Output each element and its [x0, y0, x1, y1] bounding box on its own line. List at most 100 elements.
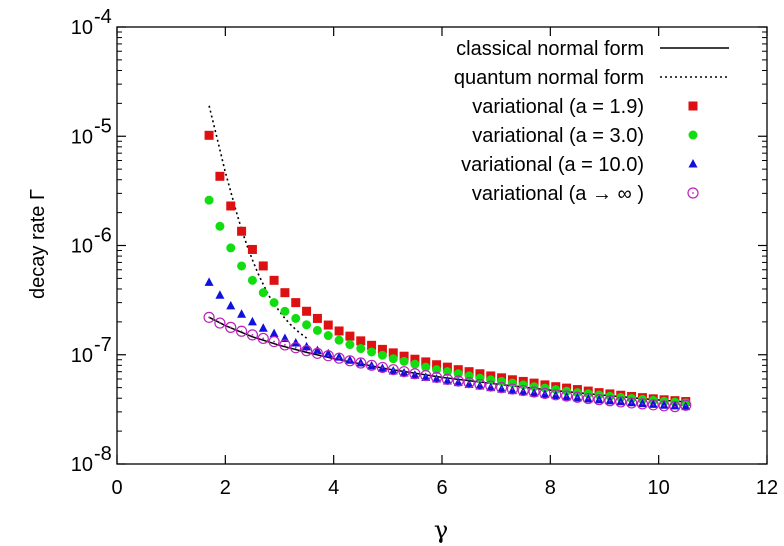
open-circle-marker [387, 364, 399, 376]
data-point [463, 377, 475, 389]
data-point [323, 331, 333, 341]
data-point [377, 344, 387, 354]
data-point [441, 373, 454, 385]
open-circle-dot [457, 380, 460, 382]
open-circle-dot [652, 403, 655, 406]
data-point [237, 309, 247, 318]
open-circle-dot [468, 381, 470, 384]
data-point [442, 367, 452, 377]
data-point [430, 371, 443, 384]
data-point [464, 379, 474, 388]
classical-line [208, 316, 686, 403]
open-circle-marker [235, 325, 248, 337]
open-circle-marker [268, 335, 280, 348]
data-point [507, 378, 517, 388]
data-point [237, 226, 247, 236]
data-point [582, 392, 594, 405]
open-circle-dot [511, 388, 514, 390]
open-circle-marker [452, 375, 464, 387]
open-circle-dot [641, 402, 644, 405]
y-tick-label: 10 [71, 17, 93, 39]
data-point [442, 362, 452, 372]
open-circle-marker [257, 332, 269, 345]
data-point [311, 347, 324, 359]
data-point [528, 386, 540, 398]
open-circle-marker [246, 329, 259, 341]
data-point [235, 325, 248, 337]
data-point [226, 300, 236, 310]
data-point [659, 400, 669, 409]
open-circle-dot [663, 404, 665, 407]
open-circle-marker [420, 369, 432, 382]
data-point [204, 195, 214, 205]
data-point [268, 335, 280, 348]
open-circle-marker [300, 345, 313, 357]
open-circle-marker [680, 399, 692, 411]
open-circle-dot [208, 316, 210, 319]
open-circle-marker [430, 371, 443, 384]
data-point [410, 359, 420, 369]
data-point [452, 375, 464, 387]
series-1 [208, 105, 308, 339]
open-circle-dot [316, 352, 319, 355]
open-circle-dot [403, 370, 405, 373]
open-circle-dot [219, 322, 221, 324]
data-point [421, 362, 431, 372]
data-point [518, 380, 528, 390]
open-circle-marker [658, 400, 670, 412]
data-point [593, 394, 605, 406]
data-point [420, 369, 432, 382]
data-point [258, 288, 268, 298]
y-tick-exponent: -8 [94, 443, 112, 465]
data-point [636, 398, 649, 410]
data-point [550, 389, 562, 401]
data-point [215, 290, 225, 299]
open-circle-dot [262, 337, 265, 340]
open-circle-marker [593, 394, 605, 406]
open-circle-marker [214, 317, 226, 329]
data-point [399, 356, 409, 366]
data-point [398, 366, 410, 378]
data-point [269, 298, 279, 308]
data-point [247, 316, 257, 326]
data-point [376, 361, 389, 374]
data-point [226, 201, 236, 211]
data-point [204, 277, 214, 286]
data-point [356, 344, 366, 354]
open-circle-dot [489, 385, 492, 387]
data-point [323, 320, 333, 330]
open-circle-marker [517, 384, 529, 397]
data-point [247, 275, 257, 285]
open-circle-marker [474, 378, 486, 391]
legend-label: variational (a = 3.0) [472, 125, 644, 147]
data-point [648, 399, 658, 408]
legend-label: variational (a → ∞ ) [472, 183, 644, 205]
open-circle-dot [273, 340, 275, 343]
y-tick-exponent: -6 [94, 225, 112, 247]
data-point [258, 323, 268, 332]
data-point [226, 243, 236, 253]
data-point [279, 339, 291, 351]
open-circle-dot [229, 326, 232, 329]
open-circle-marker [290, 342, 302, 354]
open-circle-marker [604, 395, 616, 407]
open-circle-marker [625, 397, 638, 409]
open-circle-dot [684, 404, 687, 407]
open-circle-dot [414, 372, 416, 375]
open-circle-marker [279, 339, 291, 351]
data-point [312, 325, 322, 335]
open-circle-dot [533, 391, 535, 393]
data-point [658, 400, 670, 412]
y-tick-exponent: -5 [94, 115, 112, 137]
data-point [344, 355, 356, 367]
data-point [604, 395, 616, 407]
open-circle-marker [485, 380, 497, 392]
open-circle-marker [322, 350, 334, 362]
data-point [280, 288, 290, 298]
open-circle-dot [338, 357, 340, 360]
legend-swatch-marker [688, 101, 698, 111]
open-circle-marker [333, 352, 345, 364]
open-circle-dot [522, 389, 525, 392]
plot-border [116, 26, 768, 465]
